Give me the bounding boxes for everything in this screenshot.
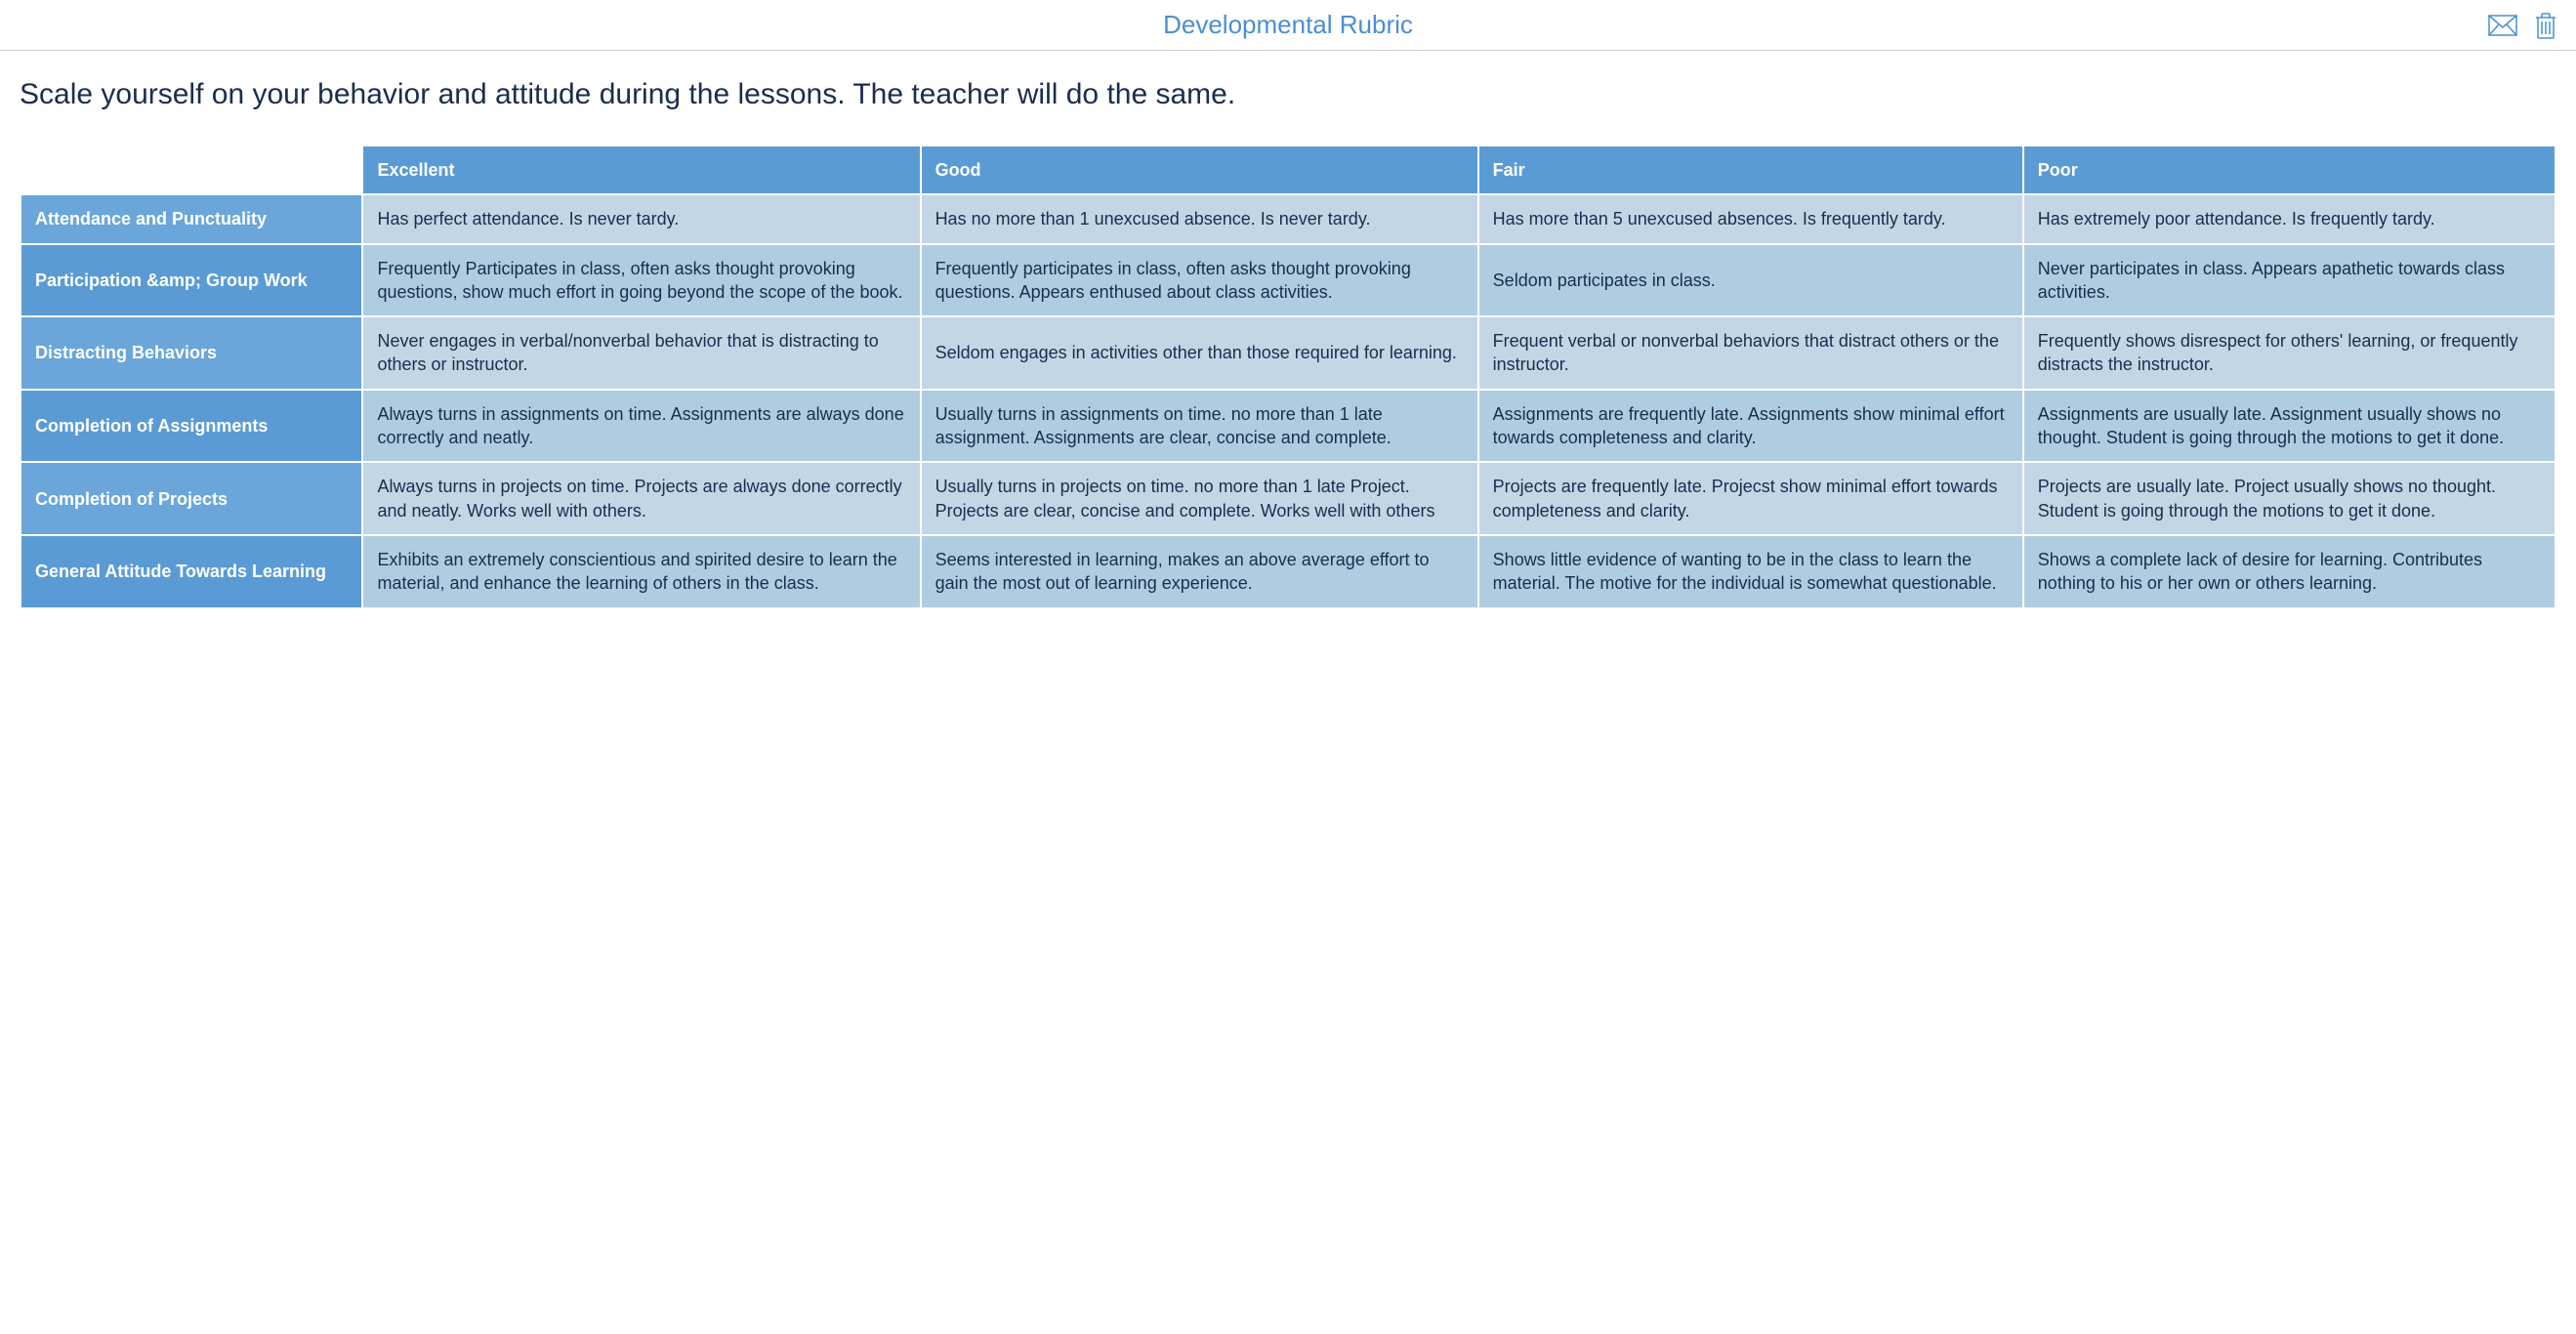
rubric-cell[interactable]: Shows little evidence of wanting to be i… [1478, 535, 2023, 608]
rubric-cell[interactable]: Never participates in class. Appears apa… [2023, 244, 2555, 317]
rubric-tbody: Attendance and PunctualityHas perfect at… [21, 194, 2555, 607]
rubric-table: ExcellentGoodFairPoor Attendance and Pun… [20, 145, 2556, 609]
rubric-cell[interactable]: Frequently shows disrespect for others' … [2023, 316, 2555, 390]
table-row: Participation &amp; Group WorkFrequently… [21, 244, 2555, 317]
col-header: Fair [1478, 146, 2023, 194]
rubric-thead: ExcellentGoodFairPoor [21, 146, 2555, 194]
rubric-cell[interactable]: Has perfect attendance. Is never tardy. [362, 194, 920, 243]
corner-cell [21, 146, 362, 194]
rubric-cell[interactable]: Projects are usually late. Project usual… [2023, 462, 2555, 535]
rubric-cell[interactable]: Usually turns in assignments on time. no… [921, 390, 1478, 463]
row-header: Completion of Projects [21, 462, 362, 535]
page-title: Developmental Rubric [1163, 10, 1413, 40]
rubric-cell[interactable]: Frequently participates in class, often … [921, 244, 1478, 317]
rubric-cell[interactable]: Frequent verbal or nonverbal behaviors t… [1478, 316, 2023, 390]
table-row: Completion of ProjectsAlways turns in pr… [21, 462, 2555, 535]
table-row: Attendance and PunctualityHas perfect at… [21, 194, 2555, 243]
rubric-cell[interactable]: Shows a complete lack of desire for lear… [2023, 535, 2555, 608]
rubric-cell[interactable]: Never engages in verbal/nonverbal behavi… [362, 316, 920, 390]
rubric-cell[interactable]: Exhibits an extremely conscientious and … [362, 535, 920, 608]
row-header: Attendance and Punctuality [21, 194, 362, 243]
table-row: Distracting BehaviorsNever engages in ve… [21, 316, 2555, 390]
rubric-cell[interactable]: Has no more than 1 unexcused absence. Is… [921, 194, 1478, 243]
rubric-cell[interactable]: Seldom participates in class. [1478, 244, 2023, 317]
rubric-cell[interactable]: Seldom engages in activities other than … [921, 316, 1478, 390]
row-header: Completion of Assignments [21, 390, 362, 463]
rubric-cell[interactable]: Always turns in projects on time. Projec… [362, 462, 920, 535]
table-row: Completion of AssignmentsAlways turns in… [21, 390, 2555, 463]
rubric-cell[interactable]: Projects are frequently late. Projecst s… [1478, 462, 2023, 535]
col-header: Good [921, 146, 1478, 194]
rubric-cell[interactable]: Seems interested in learning, makes an a… [921, 535, 1478, 608]
rubric-table-container: ExcellentGoodFairPoor Attendance and Pun… [0, 145, 2576, 639]
header-actions [2488, 12, 2556, 39]
col-header: Poor [2023, 146, 2555, 194]
rubric-cell[interactable]: Usually turns in projects on time. no mo… [921, 462, 1478, 535]
header-bar: Developmental Rubric [0, 0, 2576, 51]
row-header: Distracting Behaviors [21, 316, 362, 390]
instructions-text: Scale yourself on your behavior and atti… [0, 51, 2576, 145]
rubric-cell[interactable]: Frequently Participates in class, often … [362, 244, 920, 317]
mail-icon[interactable] [2488, 15, 2517, 36]
table-row: General Attitude Towards LearningExhibit… [21, 535, 2555, 608]
rubric-cell[interactable]: Assignments are usually late. Assignment… [2023, 390, 2555, 463]
rubric-cell[interactable]: Assignments are frequently late. Assignm… [1478, 390, 2023, 463]
rubric-cell[interactable]: Has more than 5 unexcused absences. Is f… [1478, 194, 2023, 243]
row-header: General Attitude Towards Learning [21, 535, 362, 608]
trash-icon[interactable] [2535, 12, 2556, 39]
rubric-cell[interactable]: Has extremely poor attendance. Is freque… [2023, 194, 2555, 243]
col-header: Excellent [362, 146, 920, 194]
rubric-cell[interactable]: Always turns in assignments on time. Ass… [362, 390, 920, 463]
row-header: Participation &amp; Group Work [21, 244, 362, 317]
